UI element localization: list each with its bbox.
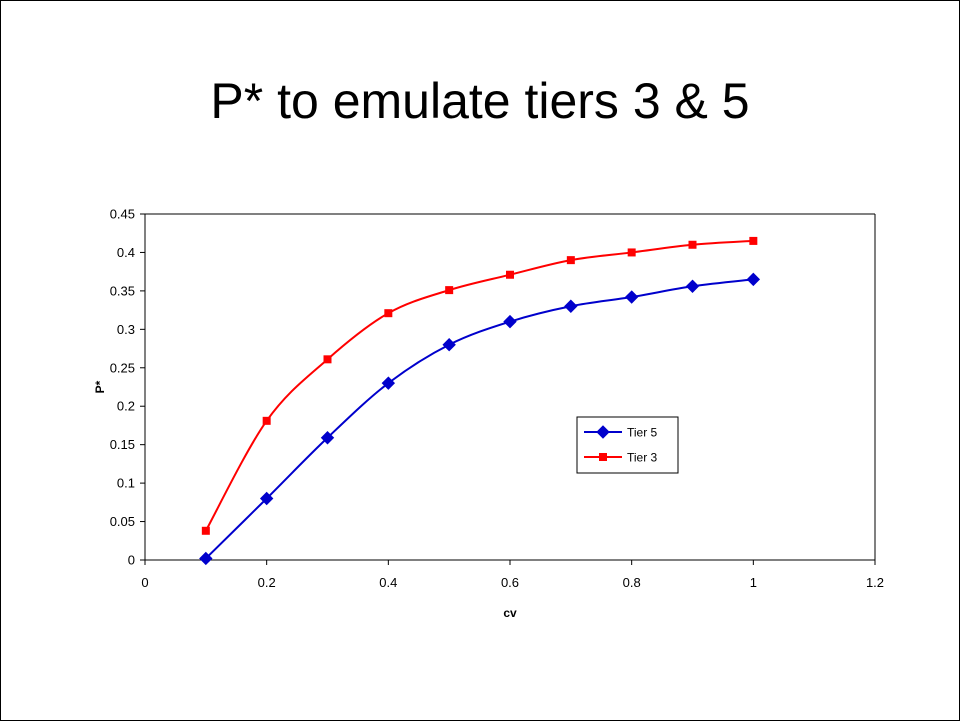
data-point — [627, 248, 636, 257]
data-point — [746, 272, 761, 287]
series-line — [205, 278, 754, 560]
slide-title: P* to emulate tiers 3 & 5 — [210, 73, 750, 129]
legend-box — [576, 416, 679, 474]
data-point — [259, 491, 274, 506]
y-tick-label: 0.15 — [110, 437, 135, 452]
x-ticks: 0 0.2 0.4 0.6 0.8 1 1.2 — [141, 560, 884, 590]
x-tick-label: 0 — [141, 575, 148, 590]
y-axis-label: P* — [93, 380, 107, 393]
data-point — [201, 526, 210, 535]
data-point — [381, 376, 396, 390]
x-axis-label: cv — [503, 606, 517, 620]
y-tick-label: 0.45 — [110, 207, 135, 222]
legend-marker — [599, 453, 607, 461]
y-tick-label: 0.4 — [117, 245, 135, 260]
y-tick-label: 0 — [128, 553, 135, 568]
x-tick-label: 1 — [750, 575, 757, 590]
data-point — [384, 309, 393, 318]
data-point — [199, 551, 213, 566]
data-point — [323, 355, 332, 364]
chart-legend: Tier 5 Tier 3 — [576, 416, 679, 474]
x-tick-label: 0.8 — [623, 575, 641, 590]
y-tick-label: 0.2 — [117, 399, 135, 414]
y-ticks: 0 0.05 0.1 0.15 0.2 0.25 0.3 0.35 0.4 0.45 — [110, 207, 145, 568]
chart-axes — [144, 213, 876, 561]
data-point — [503, 314, 517, 329]
legend-label: Tier 3 — [627, 451, 658, 465]
x-tick-label: 1.2 — [866, 575, 884, 590]
y-tick-label: 0.1 — [117, 476, 135, 491]
data-point — [506, 270, 514, 279]
data-point — [442, 338, 456, 352]
x-tick-label: 0.2 — [258, 575, 276, 590]
series-tier-3 — [201, 236, 758, 535]
data-point — [688, 240, 697, 249]
series-tier-5 — [199, 272, 761, 566]
data-point — [685, 279, 700, 293]
data-point — [566, 256, 575, 265]
y-tick-label: 0.35 — [110, 283, 135, 298]
series-layer — [199, 236, 761, 566]
x-tick-label: 0.6 — [501, 575, 519, 590]
series-line — [204, 239, 754, 532]
data-point — [624, 290, 639, 304]
legend-label: Tier 5 — [627, 426, 658, 440]
y-tick-label: 0.3 — [117, 322, 135, 337]
data-point — [320, 431, 335, 445]
legend-marker — [596, 425, 610, 439]
data-point — [262, 416, 271, 425]
data-point — [445, 286, 454, 295]
data-point — [564, 299, 578, 313]
data-point — [749, 236, 758, 245]
y-tick-label: 0.05 — [110, 514, 135, 529]
y-tick-label: 0.25 — [110, 360, 135, 375]
x-tick-label: 0.4 — [379, 575, 397, 590]
